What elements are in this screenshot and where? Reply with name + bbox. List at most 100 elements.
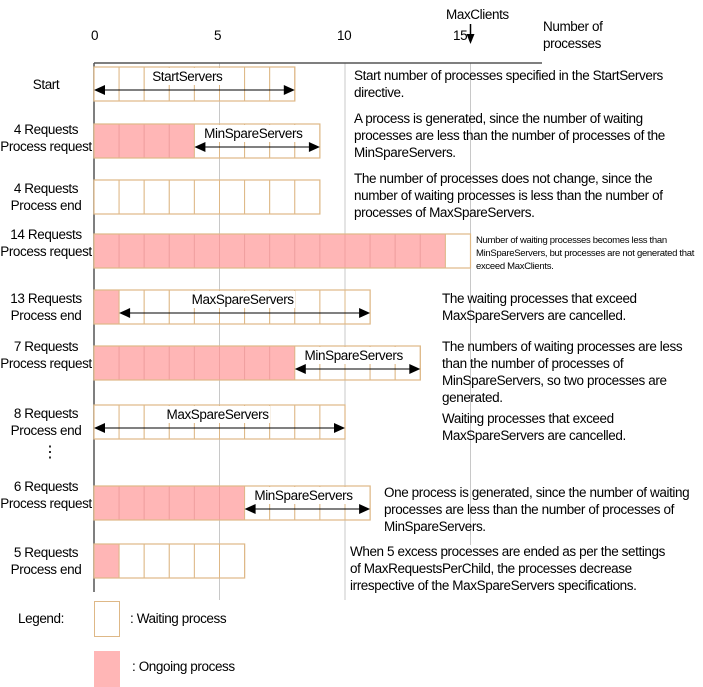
tick-5: 5 <box>214 28 222 43</box>
tick-0: 0 <box>91 28 99 43</box>
process-row-outline <box>93 345 421 381</box>
waiting-process-cell <box>294 289 321 325</box>
waiting-process-cell <box>93 404 120 440</box>
waiting-process-cell <box>319 289 346 325</box>
ellipsis: ⋮ <box>42 444 58 461</box>
row-note: A process is generated, since the number… <box>354 111 665 160</box>
waiting-process-cell <box>143 543 170 579</box>
waiting-process-cell <box>118 404 145 440</box>
row-label: 8 Requests Process end <box>10 406 82 438</box>
waiting-process-cell <box>143 289 170 325</box>
process-row-outline <box>93 233 472 269</box>
row-label: 14 Requests Process request <box>0 227 92 259</box>
waiting-process-cell <box>168 179 195 215</box>
range-arrow-left-head <box>94 423 105 433</box>
ongoing-process-cell <box>369 233 396 269</box>
row-note: Number of waiting processes becomes less… <box>476 235 695 272</box>
ongoing-process-cell <box>219 485 246 521</box>
process-row-outline <box>93 404 346 440</box>
waiting-process-cell <box>244 179 271 215</box>
ongoing-process-cell <box>143 123 170 159</box>
row-label: 13 Requests Process end <box>10 291 82 323</box>
waiting-process-cell <box>93 66 120 102</box>
process-row-outline <box>93 543 246 579</box>
ongoing-process-cell <box>244 345 271 381</box>
ongoing-process-cell <box>93 233 120 269</box>
process-row-outline <box>93 179 321 215</box>
waiting-process-cell <box>244 66 271 102</box>
waiting-process-cell <box>118 289 145 325</box>
waiting-process-cell <box>193 179 220 215</box>
row-label: 5 Requests Process end <box>10 545 82 577</box>
row-note: The waiting processes that exceed MaxSpa… <box>442 291 637 323</box>
range-arrow-left-head <box>194 142 206 152</box>
row-label: 4 Requests Process request <box>0 122 92 154</box>
ongoing-process-cell <box>269 345 296 381</box>
ongoing-process-cell <box>168 485 195 521</box>
ongoing-process-cell <box>143 233 170 269</box>
row-note: Waiting processes that exceed MaxSpareSe… <box>442 411 626 443</box>
tick-10: 10 <box>337 28 352 43</box>
ongoing-process-cell <box>419 233 446 269</box>
waiting-process-cell <box>219 543 246 579</box>
waiting-process-cell <box>118 179 145 215</box>
ongoing-process-cell <box>394 233 421 269</box>
range-label: StartServers <box>151 68 224 85</box>
process-row-outline <box>93 66 296 102</box>
range-arrow-right-head <box>283 85 295 95</box>
waiting-process-cell <box>118 66 145 102</box>
ongoing-process-cell <box>319 233 346 269</box>
ongoing-process-cell <box>269 233 296 269</box>
waiting-process-cell <box>168 543 195 579</box>
ongoing-process-cell <box>193 345 220 381</box>
ongoing-process-cell <box>93 543 120 579</box>
waiting-process-cell <box>344 289 371 325</box>
range-label: MinSpareServers <box>253 487 354 504</box>
waiting-process-cell <box>118 543 145 579</box>
process-row-outline <box>93 485 371 521</box>
row-note: Start number of processes specified in t… <box>354 68 663 100</box>
range-arrow-left-head <box>244 504 256 514</box>
range-arrow-right-head <box>359 308 371 318</box>
row-label: 6 Requests Process request <box>0 479 92 511</box>
waiting-process-cell <box>319 404 346 440</box>
row-note: One process is generated, since the numb… <box>384 485 690 534</box>
ongoing-process-cell <box>118 233 145 269</box>
maxclients-arrow-head <box>466 34 475 44</box>
legend-ongoing-swatch <box>94 651 120 687</box>
legend-ongoing-label: : Ongoing process <box>132 659 235 674</box>
range-arrow-left-head <box>119 308 131 318</box>
waiting-process-cell <box>444 233 471 269</box>
tick-15: 15 <box>453 28 468 43</box>
waiting-process-cell <box>219 66 246 102</box>
waiting-process-cell <box>294 404 321 440</box>
ongoing-process-cell <box>344 233 371 269</box>
ongoing-process-cell <box>118 485 145 521</box>
process-row-outline <box>93 289 371 325</box>
ongoing-process-cell <box>294 233 321 269</box>
legend-waiting-label: : Waiting process <box>130 611 227 626</box>
range-arrow-right-head <box>308 142 320 152</box>
ongoing-process-cell <box>168 233 195 269</box>
range-label: MaxSpareServers <box>190 291 295 308</box>
range-arrow-right-head <box>409 364 421 374</box>
row-label: Start <box>32 77 60 92</box>
waiting-process-cell <box>269 66 296 102</box>
waiting-process-cell <box>269 404 296 440</box>
maxclients-label: MaxClients <box>446 7 509 22</box>
ongoing-process-cell <box>219 345 246 381</box>
ongoing-process-cell <box>193 233 220 269</box>
ongoing-process-cell <box>143 345 170 381</box>
waiting-process-cell <box>294 179 321 215</box>
ongoing-process-cell <box>193 485 220 521</box>
ongoing-process-cell <box>118 345 145 381</box>
row-label: 4 Requests Process end <box>10 181 82 213</box>
range-label: MinSpareServers <box>303 347 404 364</box>
ongoing-process-cell <box>93 289 120 325</box>
legend-title: Legend: <box>18 611 64 626</box>
range-arrow-left-head <box>94 85 105 95</box>
waiting-process-cell <box>193 543 220 579</box>
range-label: MaxSpareServers <box>165 406 270 423</box>
waiting-process-cell <box>219 179 246 215</box>
